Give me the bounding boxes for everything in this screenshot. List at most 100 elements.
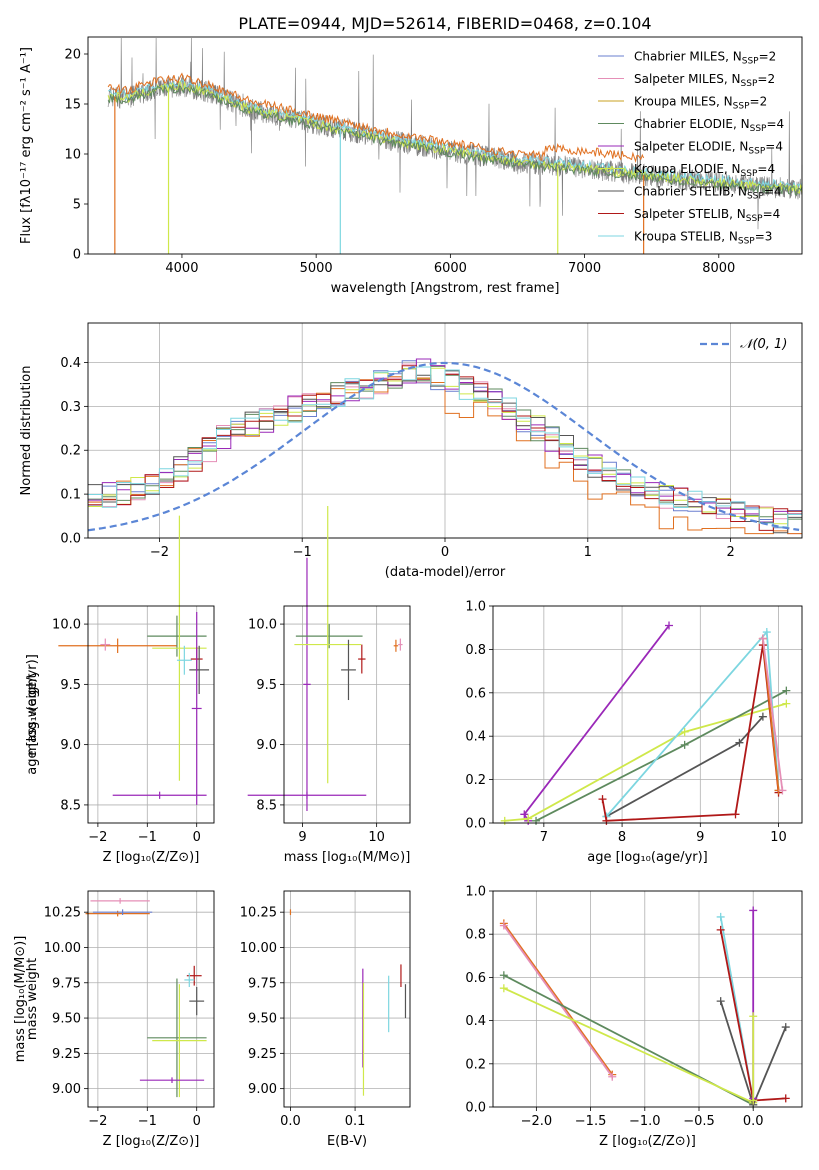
- mass-weight-marker: [598, 795, 607, 804]
- axes-frame: [87, 322, 803, 539]
- mass-weight-line: [503, 987, 754, 1104]
- tick-label-y: 5: [73, 198, 81, 213]
- tick-label-y: 0.2: [465, 1057, 486, 1072]
- tick-label-x: 8: [618, 830, 626, 845]
- legend-label: Kroupa ELODIE, NSSP=4: [634, 162, 775, 179]
- tick-label-y: 0.3: [60, 400, 81, 415]
- legend-label: Chabrier ELODIE, NSSP=4: [634, 117, 784, 134]
- mass-weight-line: [601, 644, 780, 822]
- mass-weight-marker: [716, 925, 725, 934]
- tick-label-x: 0: [441, 545, 449, 560]
- mass-weight-marker: [781, 1094, 790, 1103]
- tick-label-y: 9.75: [248, 976, 277, 991]
- x-axis-label: E(B-V): [327, 1134, 367, 1149]
- weight_vs_age-axes: 7 8 9 10 0.0 0.2 0.4 0.6 0.8 1.0 age [log₁₀(age/yr…: [25, 600, 803, 865]
- mass-weight-marker: [665, 621, 674, 630]
- legend-label: Chabrier MILES, NSSP=2: [634, 50, 776, 67]
- tick-label-y: 0.0: [60, 532, 81, 547]
- tick-label-x: 1: [584, 545, 592, 560]
- tick-label-y: 9.75: [52, 976, 81, 991]
- residuals-axes: −2 −1 0 1 2 0.0 0.1 0.2 0.3 0.4 (data-model)/error…: [19, 322, 803, 580]
- mass-weight-marker: [735, 738, 744, 747]
- x-axis-label: Z [log₁₀(Z/Z⊙)]: [103, 850, 200, 865]
- tick-label-x: 0.0: [280, 1114, 301, 1129]
- tick-label-x: −2: [88, 1114, 107, 1129]
- mass-weight-marker: [680, 740, 689, 749]
- legend-label: Salpeter ELODIE, NSSP=4: [634, 140, 783, 157]
- mass-weight-marker: [762, 628, 771, 637]
- mass-weight-marker: [602, 816, 611, 825]
- y-axis-label: mass weight: [25, 673, 40, 755]
- tick-label-y: 9.50: [52, 1012, 81, 1027]
- tick-label-x: 8000: [702, 261, 735, 276]
- tick-label-x: 7000: [568, 261, 601, 276]
- tick-label-y: 0.6: [465, 686, 486, 701]
- tick-label-y: 9.00: [52, 1082, 81, 1097]
- mass-weight-marker: [499, 984, 508, 993]
- tick-label-y: 8.5: [256, 798, 277, 813]
- mass-weight-marker: [716, 997, 725, 1006]
- normal-distribution-curve: [87, 361, 800, 532]
- tick-label-y: 10.0: [52, 618, 81, 633]
- x-axis-label: (data-model)/error: [385, 565, 506, 580]
- mass-weight-marker: [499, 971, 508, 980]
- tick-label-y: 0.0: [465, 817, 486, 832]
- tick-label-y: 0.1: [60, 488, 81, 503]
- residual-histogram-step: [88, 366, 802, 528]
- tick-label-x: −2: [150, 545, 169, 560]
- mass-weight-marker: [532, 816, 541, 825]
- axes-frame: [492, 890, 803, 1108]
- mass_vs_Z-axes: −2 −1 0 9.00 9.25 9.50 9.75 10.00 10.25 Z [log₁₀(…: [13, 890, 215, 1149]
- legend-label: Salpeter STELIB, NSSP=4: [634, 207, 780, 224]
- weight_vs_Z-axes: −2.0 −1.5 −1.0 −0.5 0.0 0.0 0.2 0.4 0.6 0.8 1.0 Z […: [25, 885, 803, 1149]
- age_vs_Z-axes: −2 −1 0 8.5 9.0 9.5 10.0 Z [log₁₀(Z/Z⊙)] age [lo…: [25, 515, 215, 865]
- tick-label-y: 0: [73, 248, 81, 263]
- mass-weight-marker: [731, 810, 740, 819]
- tick-label-x: 10: [770, 830, 787, 845]
- y-axis-label: mass [log₁₀(M/M⊙)]: [13, 936, 28, 1063]
- x-axis-label: mass [log₁₀(M/M⊙)]: [284, 850, 411, 865]
- x-axis-label: Z [log₁₀(Z/Z⊙)]: [599, 1134, 696, 1149]
- tick-label-y: 8.5: [60, 798, 81, 813]
- tick-label-y: 1.0: [465, 600, 486, 615]
- tick-label-x: 2: [726, 545, 734, 560]
- axes-frame: [492, 605, 803, 824]
- tick-label-y: 0.8: [465, 928, 486, 943]
- tick-label-y: 9.25: [248, 1047, 277, 1062]
- observed-spectrum-line: [107, 37, 803, 230]
- mass-weight-marker: [680, 727, 689, 736]
- spectrum-legend: Chabrier MILES, NSSP=2 Salpeter MILES, NS…: [598, 50, 784, 247]
- tick-label-y: 0.2: [465, 773, 486, 788]
- mass-weight-line: [503, 922, 614, 1076]
- mass_vs_EBV-axes: 0.0 0.1 9.00 9.25 9.50 9.75 10.00 10.25 E(B-V): [240, 890, 411, 1149]
- tick-label-y: 0.2: [60, 444, 81, 459]
- axes-frame: [87, 605, 215, 824]
- tick-label-y: 10.00: [44, 941, 81, 956]
- mass-weight-line: [762, 638, 784, 791]
- figure-title: PLATE=0944, MJD=52614, FIBERID=0468, z=0…: [238, 14, 651, 33]
- tick-label-y: 9.00: [248, 1082, 277, 1097]
- spectrum-axes: 4000 5000 6000 7000 8000 0 5 10 15 20 wavelength […: [19, 36, 803, 296]
- y-axis-label: Flux [fλ10⁻¹⁷ erg cm⁻² s⁻¹ A⁻¹]: [19, 47, 34, 244]
- mass-weight-marker: [782, 699, 791, 708]
- tick-label-x: −1.0: [629, 1114, 661, 1129]
- tick-label-y: 15: [64, 98, 81, 113]
- x-axis-label: age [log₁₀(age/yr)]: [587, 850, 708, 865]
- mass-weight-marker: [782, 686, 791, 695]
- tick-label-x: 0.1: [345, 1114, 366, 1129]
- mass-weight-marker: [749, 906, 758, 915]
- tick-label-y: 10.25: [240, 906, 277, 921]
- tick-label-x: −1: [138, 830, 157, 845]
- mass-weight-line: [523, 624, 670, 822]
- model-spectrum-line: [107, 84, 803, 196]
- mass-weight-marker: [778, 786, 787, 795]
- tick-label-y: 9.50: [248, 1012, 277, 1027]
- tick-label-x: −1: [293, 545, 312, 560]
- x-axis-label: Z [log₁₀(Z/Z⊙)]: [103, 1134, 200, 1149]
- tick-label-x: −1.5: [575, 1114, 607, 1129]
- axes-frame: [283, 605, 411, 824]
- tick-label-y: 9.0: [256, 738, 277, 753]
- mass-weight-marker: [608, 1072, 617, 1081]
